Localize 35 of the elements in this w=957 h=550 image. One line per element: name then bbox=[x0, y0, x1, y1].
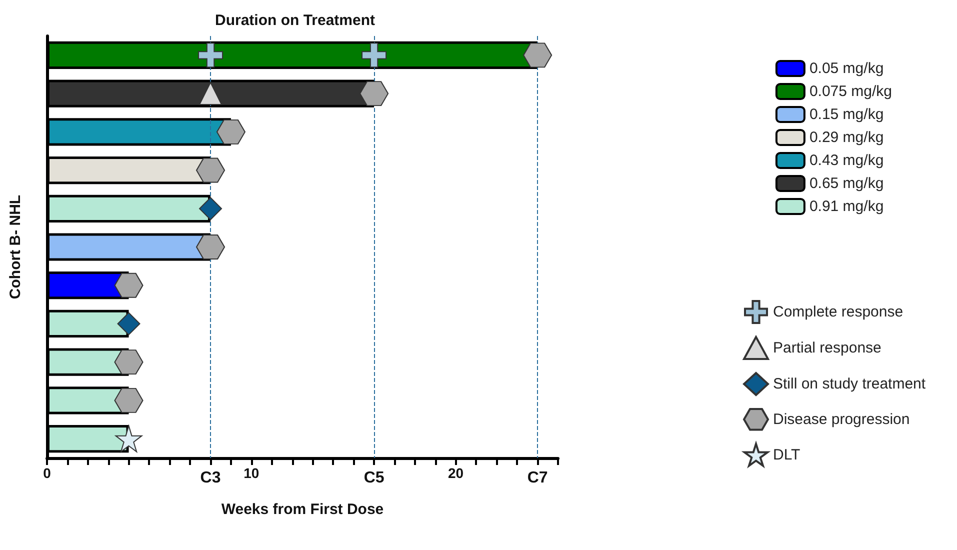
legend-label: 0.05 mg/kg bbox=[809, 60, 884, 77]
ref-line-label: C3 bbox=[200, 470, 221, 486]
point bbox=[523, 42, 552, 68]
chart-title: Duration on Treatment bbox=[214, 12, 376, 29]
point bbox=[114, 388, 144, 413]
point bbox=[216, 119, 246, 144]
y-axis-title: Cohort B- NHL bbox=[7, 194, 24, 300]
point bbox=[114, 350, 144, 375]
point bbox=[114, 272, 144, 298]
point bbox=[115, 425, 142, 452]
legend-label: 0.43 mg/kg bbox=[809, 152, 884, 169]
x-tick-label: 10 bbox=[244, 465, 260, 481]
legend-label: 0.29 mg/kg bbox=[809, 129, 884, 146]
legend-label: Complete response bbox=[773, 304, 904, 320]
point bbox=[198, 42, 224, 68]
legend-label: Partial response bbox=[773, 340, 882, 356]
point bbox=[199, 197, 222, 220]
point bbox=[196, 234, 226, 260]
legend-label: Still on study treatment bbox=[773, 376, 926, 392]
ref-line-label: C5 bbox=[364, 470, 384, 486]
legend-label: 0.15 mg/kg bbox=[809, 106, 884, 123]
point bbox=[117, 312, 140, 336]
legend-label: 0.075 mg/kg bbox=[809, 83, 892, 100]
ref-line-label: C7 bbox=[527, 470, 548, 486]
point bbox=[199, 82, 222, 106]
point bbox=[196, 158, 226, 183]
x-tick-label: 0 bbox=[43, 465, 52, 481]
legend-label: Disease progression bbox=[773, 410, 910, 428]
x-axis-title: Weeks from First Dose bbox=[221, 501, 384, 518]
legend-label: DLT bbox=[773, 446, 800, 464]
x-tick-label: 20 bbox=[448, 465, 464, 481]
point bbox=[362, 42, 387, 68]
legend-label: 0.65 mg/kg bbox=[809, 175, 884, 192]
legend-label: 0.91 mg/kg bbox=[809, 198, 884, 215]
point bbox=[360, 81, 389, 106]
